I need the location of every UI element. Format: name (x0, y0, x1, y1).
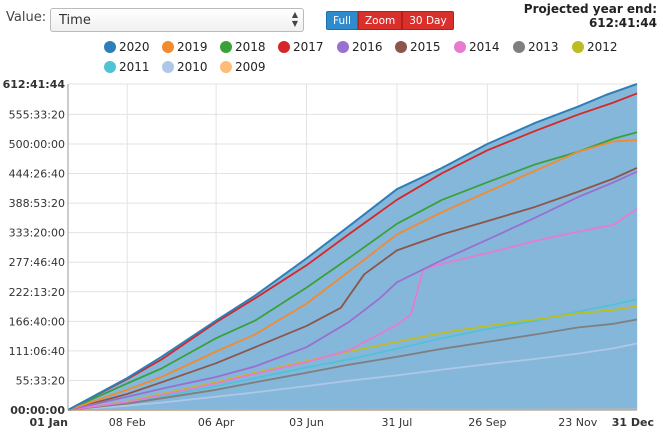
legend-dot-icon (104, 41, 116, 53)
legend-item-2009[interactable]: 2009 (220, 60, 266, 76)
series-line-2015 (67, 167, 638, 411)
y-tick-label: 500:00:00 (9, 138, 65, 151)
legend-label: 2015 (410, 40, 441, 54)
legend-dot-icon (220, 61, 232, 73)
legend-dot-icon (220, 41, 232, 53)
series-line-2016 (67, 170, 638, 411)
legend-label: 2013 (528, 40, 559, 54)
y-tick-label: 166:40:00 (9, 315, 65, 328)
legend-item-2010[interactable]: 2010 (162, 60, 208, 76)
projected-value: 612:41:44 (588, 16, 657, 30)
legend-item-2013[interactable]: 2013 (513, 40, 559, 56)
x-tick-label: 31 Jul (382, 416, 413, 429)
x-tick-label: 01 Jan (30, 416, 68, 429)
y-tick-label: 388:53:20 (9, 197, 65, 210)
legend-dot-icon (572, 41, 584, 53)
legend-label: 2018 (235, 40, 266, 54)
y-tick-label: 333:20:00 (9, 227, 65, 240)
legend-label: 2014 (469, 40, 500, 54)
30-day-button[interactable]: 30 Day (402, 11, 454, 30)
projected-label: Projected year end: (523, 2, 657, 16)
x-tick-label: 23 Nov (558, 416, 597, 429)
legend-dot-icon (337, 41, 349, 53)
full-button[interactable]: Full (326, 11, 358, 30)
x-tick-label: 31 Dec (612, 416, 654, 429)
legend-item-2014[interactable]: 2014 (454, 40, 500, 56)
y-tick-label: 444:26:40 (9, 168, 65, 181)
series-line-2012 (67, 305, 638, 411)
legend-item-2017[interactable]: 2017 (278, 40, 324, 56)
legend-dot-icon (162, 61, 174, 73)
legend-item-2018[interactable]: 2018 (220, 40, 266, 56)
series-line-2018 (67, 131, 638, 411)
legend-dot-icon (513, 41, 525, 53)
series-line-2013 (67, 318, 638, 411)
legend-item-2020[interactable]: 2020 (104, 40, 150, 56)
zoom-button[interactable]: Zoom (357, 11, 403, 30)
legend-label: 2017 (293, 40, 324, 54)
value-select-text: Time (59, 13, 91, 28)
legend-item-2012[interactable]: 2012 (572, 40, 618, 56)
y-tick-label: 612:41:44 (3, 78, 66, 91)
legend-dot-icon (104, 61, 116, 73)
legend-item-2016[interactable]: 2016 (337, 40, 383, 56)
legend-dot-icon (162, 41, 174, 53)
series-line-2017 (67, 92, 638, 411)
legend-item-2011[interactable]: 2011 (104, 60, 150, 76)
series-line-2010 (67, 342, 638, 411)
value-label: Value: (6, 10, 47, 25)
y-tick-label: 00:00:00 (10, 404, 65, 417)
legend-dot-icon (454, 41, 466, 53)
legend-label: 2012 (587, 40, 618, 54)
projected-year-end: Projected year end: 612:41:44 (524, 2, 657, 30)
value-select[interactable]: Time ▲ ▼ (50, 8, 304, 32)
legend-label: 2019 (177, 40, 208, 54)
x-tick-label: 26 Sep (468, 416, 506, 429)
legend-label: 2011 (119, 60, 150, 74)
legend-item-2015[interactable]: 2015 (395, 40, 441, 56)
y-tick-label: 222:13:20 (9, 286, 65, 299)
controls-bar: Value: Time ▲ ▼ Full Zoom 30 Day Projecte… (0, 0, 663, 36)
series-line-2014 (67, 208, 638, 411)
y-tick-label: 55:33:20 (16, 374, 65, 387)
y-tick-label: 111:06:40 (9, 345, 65, 358)
legend-label: 2020 (119, 40, 150, 54)
series-line-2020 (67, 83, 638, 411)
series-line-2019 (67, 139, 638, 411)
x-tick-label: 08 Feb (109, 416, 146, 429)
chart-legend: 2020 2019 2018 2017 2016 2015 2014 2013 2012 2011… (0, 40, 663, 78)
legend-label: 2009 (235, 60, 266, 74)
x-tick-label: 03 Jun (289, 416, 324, 429)
legend-dot-icon (278, 41, 290, 53)
series-line-2011 (67, 298, 638, 411)
range-button-group: Full Zoom 30 Day (326, 11, 454, 30)
y-tick-label: 277:46:40 (9, 256, 65, 269)
legend-dot-icon (395, 41, 407, 53)
legend-label: 2010 (177, 60, 208, 74)
x-tick-label: 06 Apr (198, 416, 235, 429)
legend-label: 2016 (352, 40, 383, 54)
y-tick-label: 555:33:20 (9, 108, 65, 121)
select-arrows-icon: ▲ ▼ (291, 10, 298, 28)
legend-item-2019[interactable]: 2019 (162, 40, 208, 56)
